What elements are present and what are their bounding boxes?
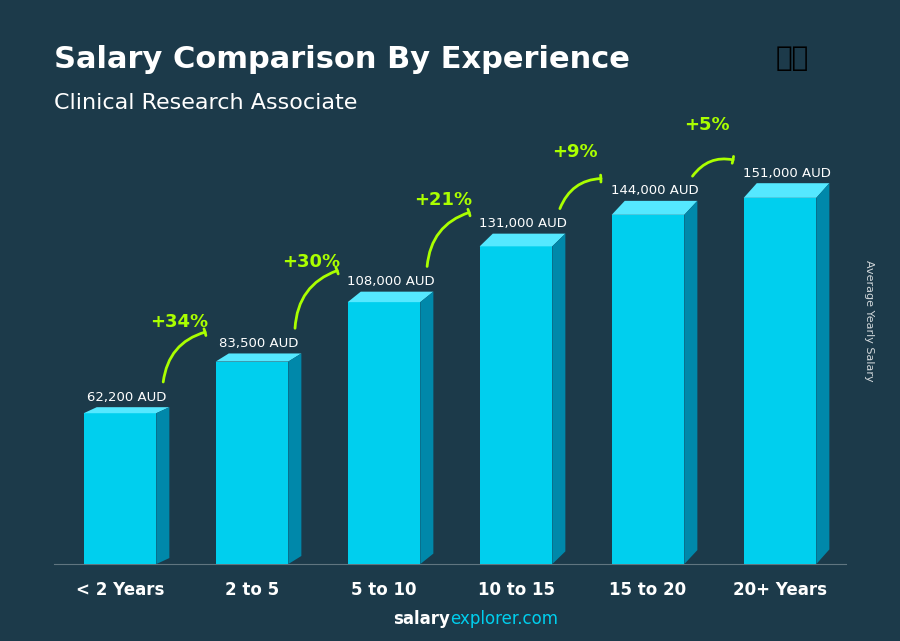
Text: 144,000 AUD: 144,000 AUD bbox=[611, 184, 698, 197]
Polygon shape bbox=[420, 292, 434, 564]
Text: 62,200 AUD: 62,200 AUD bbox=[86, 390, 166, 404]
Polygon shape bbox=[816, 183, 830, 564]
Polygon shape bbox=[743, 183, 830, 198]
Polygon shape bbox=[612, 201, 698, 215]
Polygon shape bbox=[612, 215, 684, 564]
Polygon shape bbox=[216, 362, 288, 564]
Text: +5%: +5% bbox=[685, 115, 730, 134]
Polygon shape bbox=[216, 353, 302, 362]
Text: 83,500 AUD: 83,500 AUD bbox=[219, 337, 298, 350]
Polygon shape bbox=[84, 413, 157, 564]
Text: Salary Comparison By Experience: Salary Comparison By Experience bbox=[54, 45, 630, 74]
Text: 108,000 AUD: 108,000 AUD bbox=[346, 275, 435, 288]
Polygon shape bbox=[553, 233, 565, 564]
Polygon shape bbox=[288, 353, 302, 564]
Polygon shape bbox=[480, 246, 553, 564]
Polygon shape bbox=[480, 233, 565, 246]
Polygon shape bbox=[347, 302, 420, 564]
Text: +30%: +30% bbox=[283, 253, 340, 271]
Text: salary: salary bbox=[393, 610, 450, 628]
Polygon shape bbox=[84, 407, 169, 413]
Polygon shape bbox=[157, 407, 169, 564]
Text: +9%: +9% bbox=[553, 143, 599, 161]
Text: explorer.com: explorer.com bbox=[450, 610, 558, 628]
Text: Clinical Research Associate: Clinical Research Associate bbox=[54, 93, 357, 113]
Text: 🇦🇺: 🇦🇺 bbox=[776, 44, 808, 72]
Polygon shape bbox=[347, 292, 434, 302]
Polygon shape bbox=[684, 201, 698, 564]
Polygon shape bbox=[743, 198, 816, 564]
Text: +34%: +34% bbox=[150, 313, 209, 331]
Text: +21%: +21% bbox=[414, 191, 472, 209]
Text: 131,000 AUD: 131,000 AUD bbox=[479, 217, 566, 230]
Text: 151,000 AUD: 151,000 AUD bbox=[742, 167, 831, 179]
Text: Average Yearly Salary: Average Yearly Salary bbox=[863, 260, 874, 381]
